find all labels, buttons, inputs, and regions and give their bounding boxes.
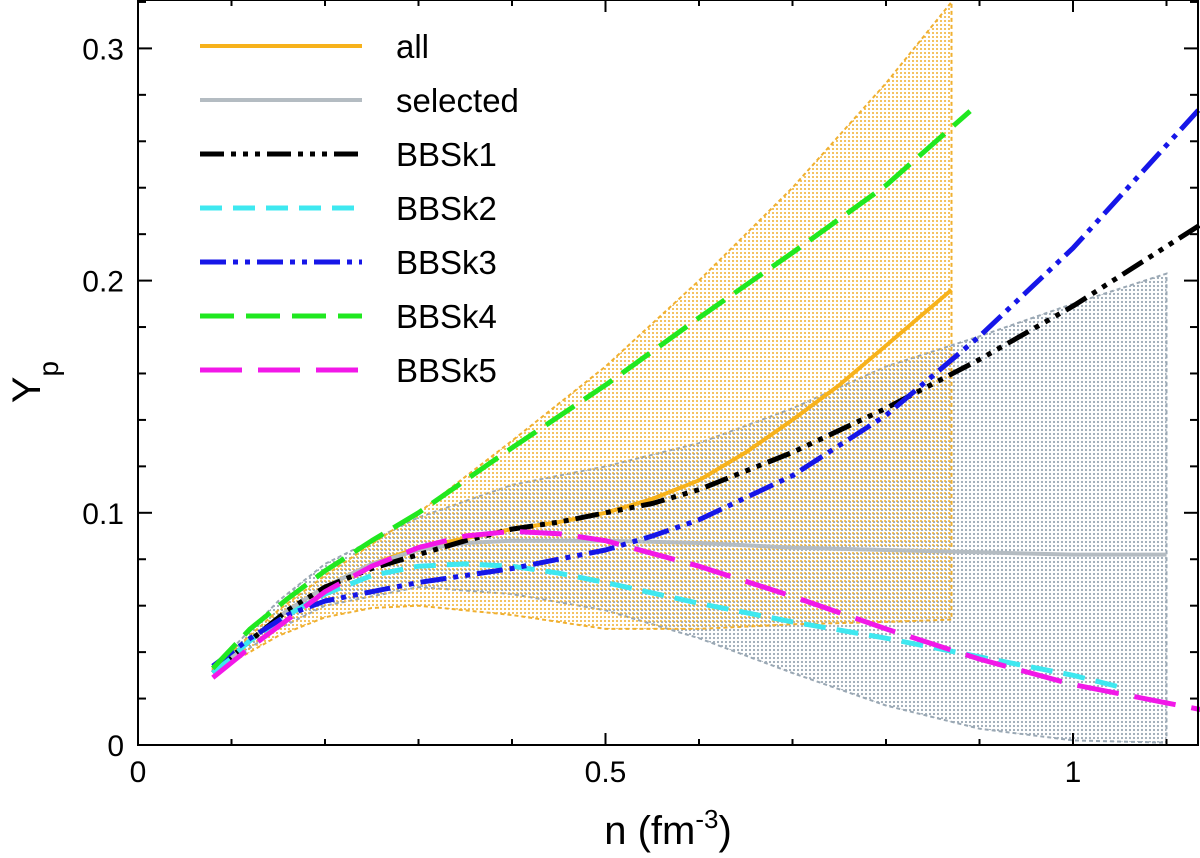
band-all bbox=[211, 0, 953, 675]
legend-label-bbsk5: BBSk5 bbox=[396, 352, 497, 389]
y-tick-label: 0.2 bbox=[82, 266, 124, 299]
series-line-bbsk3 bbox=[211, 104, 1200, 669]
legend-label-bbsk4: BBSk4 bbox=[396, 298, 497, 335]
y-axis-title: Yp bbox=[5, 361, 64, 403]
series-line-bbsk4 bbox=[210, 109, 972, 671]
x-axis-title: n (fm-3) bbox=[604, 804, 732, 853]
legend-label-all: all bbox=[396, 28, 429, 65]
x-tick-label: 1 bbox=[1065, 756, 1082, 789]
x-tick-label: 0 bbox=[130, 756, 147, 789]
legend-label-bbsk3: BBSk3 bbox=[396, 244, 497, 281]
data-series bbox=[210, 104, 1200, 712]
y-tick-label: 0.3 bbox=[82, 33, 124, 66]
legend-label-bbsk2: BBSk2 bbox=[396, 190, 497, 227]
y-axis: 0 0.1 0.2 0.3 bbox=[82, 0, 1198, 763]
legend: all selected BBSk1 BBSk2 BBSk3 BBSk4 BBSk5 bbox=[200, 28, 519, 389]
series-line-bbsk1 bbox=[211, 222, 1200, 675]
series-line-bbsk5 bbox=[211, 528, 1200, 712]
y-tick-label: 0.1 bbox=[82, 498, 124, 531]
x-tick-label: 0.5 bbox=[585, 756, 627, 789]
legend-label-selected: selected bbox=[396, 82, 519, 119]
legend-label-bbsk1: BBSk1 bbox=[396, 136, 497, 173]
y-tick-label: 0 bbox=[107, 730, 124, 763]
x-axis: 0 0.5 1 bbox=[130, 0, 1168, 789]
